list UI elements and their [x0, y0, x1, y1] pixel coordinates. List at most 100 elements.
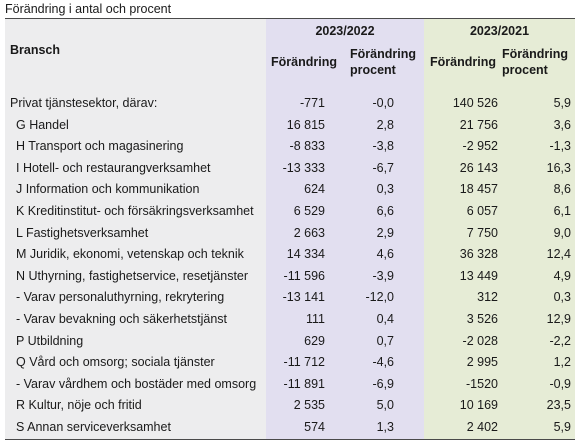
change-percent-2022-value: -4,6: [372, 355, 394, 370]
row-label: Q Vård och omsorg; sociala tjänster: [16, 355, 215, 370]
change-percent-2022-value: -12,0: [365, 290, 395, 305]
change-percent-2021-value: 5,9: [553, 96, 571, 110]
change-2021-value: 36 328: [459, 247, 498, 262]
change-percent-2021-value: 23,5: [546, 398, 571, 413]
change-2021-value: 7 750: [466, 225, 498, 240]
table-row: - Varav vårdhem och bostäder med omsorg -…: [5, 374, 575, 396]
row-label: H Transport och magasinering: [16, 139, 184, 154]
change-percent-2021-value: -2,2: [549, 333, 571, 348]
change-percent-2021-value: 1,2: [553, 355, 571, 370]
table-row: - Varav personaluthyrning, rekrytering -1…: [5, 287, 575, 309]
change-2022-value: 2 663: [293, 225, 325, 240]
change-2021-value: 3 526: [466, 312, 498, 326]
change-2022-value: -11 891: [283, 376, 325, 391]
table-row: S Annan serviceverksamhet 574 1,3 2 402 5,9: [5, 417, 575, 439]
change-2021-value: -2 952: [462, 139, 498, 154]
change-percent-2022-value: 0,7: [376, 333, 394, 348]
change-2021-value: 10 169: [459, 398, 498, 413]
period-2022-column-background: [266, 18, 424, 440]
change-2021-value: 26 143: [459, 160, 498, 175]
row-label: - Varav personaluthyrning, rekrytering: [16, 290, 225, 305]
change-percent-2021-value: 12,4: [546, 247, 571, 262]
change-percent-2021-value: -1,3: [549, 139, 571, 154]
change-2022-value: 14 334: [286, 247, 325, 262]
change-heading-2022: Förändring: [271, 55, 337, 69]
change-table: 2023/2022 2023/2021 Bransch Förändring F…: [5, 18, 575, 440]
change-percent-2021-value: 6,1: [553, 204, 571, 218]
row-label: - Varav bevakning och säkerhetstjänst: [16, 312, 227, 326]
table-row: N Uthyrning, fastighetservice, resetjäns…: [5, 266, 575, 288]
change-percent-2022-value: 0,3: [376, 182, 394, 197]
label-column-background: [5, 18, 266, 440]
change-percent-2021-value: 9,0: [553, 225, 571, 240]
table-caption: Förändring i antal och procent: [5, 2, 172, 16]
change-percent-2021-value: 16,3: [546, 160, 571, 175]
change-2022-value: 6 529: [293, 204, 325, 218]
change-2022-value: -11 712: [283, 355, 325, 370]
change-2022-value: -13 333: [282, 160, 325, 175]
change-percent-2022-value: 0,4: [376, 312, 394, 326]
change-percent-2022-value: -6,9: [372, 376, 394, 391]
row-label: K Kreditinstitut- och försäkringsverksam…: [16, 204, 254, 218]
change-2022-value: 629: [304, 333, 325, 348]
change-percent-2022-value: 5,0: [376, 398, 394, 413]
table-row: J Information och kommunikation 624 0,3 18 …: [5, 179, 575, 201]
change-2021-value: -2 028: [462, 333, 498, 348]
change-percent-2021-value: 5,9: [553, 420, 571, 434]
table-row: G Handel 16 815 2,8 21 756 3,6: [5, 115, 575, 137]
change-percent-2021-value: 8,6: [553, 182, 571, 197]
change-percent-2022-value: 2,9: [376, 225, 394, 240]
change-percent-2022-value: -3,8: [372, 139, 394, 154]
change-2022-value: 111: [305, 312, 325, 326]
change-2021-value: 18 457: [459, 182, 498, 197]
row-label: S Annan serviceverksamhet: [16, 420, 171, 434]
change-percent-2022-value: 6,6: [376, 204, 394, 218]
bransch-heading: Bransch: [10, 43, 61, 57]
period-2021-heading: 2023/2021: [469, 24, 530, 38]
change-percent-2022-value: 4,6: [376, 247, 394, 262]
table-bottom-rule: [5, 439, 575, 440]
table-row: M Juridik, ekonomi, vetenskap och teknik…: [5, 244, 575, 266]
change-percent-2022-value: 1,3: [376, 420, 394, 434]
table-row: K Kreditinstitut- och försäkringsverksam…: [5, 201, 575, 223]
row-label: R Kultur, nöje och fritid: [16, 398, 142, 413]
change-2022-value: -13 141: [282, 290, 325, 305]
row-label: P Utbildning: [16, 333, 84, 348]
table-row: Privat tjänstesektor, därav: -771 -0,0 140 …: [5, 93, 575, 115]
change-2021-value: 13 449: [459, 268, 498, 283]
row-label: J Information och kommunikation: [16, 182, 200, 197]
change-2022-value: 624: [304, 182, 325, 197]
change-2022-value: -771: [299, 96, 325, 110]
change-percent-2022-value: -3,9: [372, 268, 394, 283]
change-2021-value: 21 756: [459, 117, 498, 132]
change-2022-value: -11 596: [283, 268, 325, 283]
change-percent-2021-value: 12,9: [546, 312, 571, 326]
change-2021-value: 2 995: [466, 355, 498, 370]
row-label: Privat tjänstesektor, därav:: [10, 96, 158, 110]
table-row: R Kultur, nöje och fritid 2 535 5,0 10 169 2…: [5, 395, 575, 417]
change-2021-value: 312: [477, 290, 498, 305]
table-row: I Hotell- och restaurangverksamhet -13 33…: [5, 158, 575, 180]
row-label: N Uthyrning, fastighetservice, resetjäns…: [16, 268, 249, 283]
change-percent-2022-value: -6,7: [372, 160, 394, 175]
period-2022-heading: 2023/2022: [315, 24, 375, 38]
period-2021-column-background: [424, 18, 575, 440]
table-row: Q Vård och omsorg; sociala tjänster -11 7…: [5, 352, 575, 374]
row-label: I Hotell- och restaurangverksamhet: [16, 160, 211, 175]
table-row: P Utbildning 629 0,7 -2 028 -2,2: [5, 331, 575, 353]
table-row: L Fastighetsverksamhet 2 663 2,9 7 750 9,0: [5, 223, 575, 245]
change-2021-value: 2 402: [466, 420, 498, 434]
row-label: M Juridik, ekonomi, vetenskap och teknik: [16, 247, 244, 262]
row-label: - Varav vårdhem och bostäder med omsorg: [16, 376, 257, 391]
change-percent-2021-value: 4,9: [553, 268, 571, 283]
change-2022-value: 574: [304, 420, 325, 434]
table-top-rule: [5, 18, 575, 19]
change-percent-2021-value: -0,9: [549, 376, 571, 391]
row-label: L Fastighetsverksamhet: [16, 225, 149, 240]
change-percent-2021-value: 3,6: [553, 117, 571, 132]
change-percent-heading-2022: Förändring procent: [350, 47, 416, 77]
row-label: G Handel: [16, 117, 69, 132]
change-percent-2022-value: -0,0: [372, 96, 394, 110]
change-2021-value: 6 057: [466, 204, 498, 218]
change-2022-value: 16 815: [286, 117, 325, 132]
